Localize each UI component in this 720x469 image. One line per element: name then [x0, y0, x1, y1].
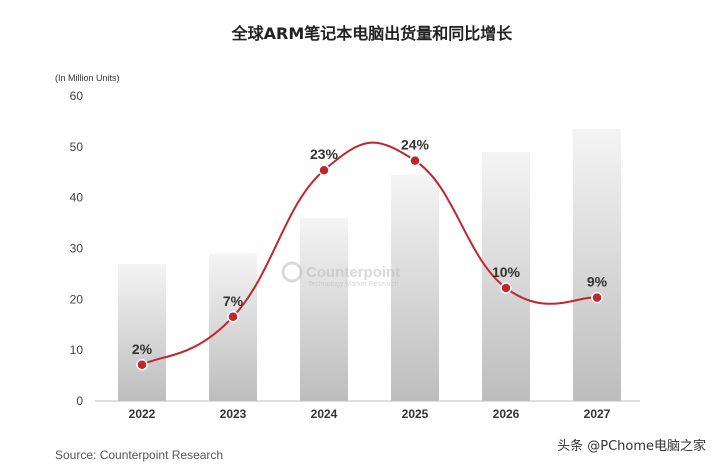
bar-2026: [482, 151, 530, 401]
y-tick-label: 0: [76, 394, 83, 408]
x-tick-label: 2026: [493, 407, 520, 421]
y-tick-label: 40: [70, 191, 84, 205]
x-tick-label: 2023: [220, 407, 247, 421]
growth-point: [227, 311, 239, 323]
growth-point: [500, 282, 512, 294]
watermark: 头条 @PChome电脑之家: [557, 438, 706, 454]
bar-2022: [118, 263, 166, 401]
counterpoint-logo-icon: [281, 261, 303, 283]
unit-label: (In Million Units): [55, 73, 120, 83]
x-axis: 2022 2023 2024 2025 2026 2027: [129, 407, 611, 421]
source-note: Source: Counterpoint Research: [55, 448, 223, 462]
y-tick-label: 60: [70, 89, 84, 103]
counterpoint-logo: Counterpoint Technology Market Research: [281, 261, 400, 288]
y-tick-label: 30: [70, 242, 84, 256]
growth-data-label: 24%: [401, 137, 430, 153]
logo-tagline: Technology Market Research: [308, 281, 399, 288]
x-tick-label: 2027: [584, 407, 611, 421]
growth-data-label: 10%: [492, 264, 521, 280]
y-tick-label: 20: [70, 292, 84, 306]
y-tick-label: 50: [70, 140, 84, 154]
growth-data-label: 9%: [587, 274, 608, 290]
x-tick-label: 2025: [402, 407, 429, 421]
growth-point: [136, 359, 148, 371]
y-tick-label: 10: [70, 343, 84, 357]
x-tick-label: 2022: [129, 407, 156, 421]
bar-2027: [573, 129, 621, 401]
growth-data-label: 7%: [223, 293, 244, 309]
bar-2023: [209, 253, 257, 401]
growth-data-label: 2%: [132, 341, 153, 357]
chart-title: 全球ARM笔记本电脑出货量和同比增长: [231, 24, 514, 43]
growth-point: [409, 154, 421, 167]
x-tick-label: 2024: [311, 407, 338, 421]
growth-point: [591, 291, 603, 304]
growth-points: 2% 7% 23% 24% 10% 9%: [132, 137, 608, 371]
bars: [118, 129, 621, 401]
growth-data-label: 23%: [310, 146, 339, 162]
bar-2025: [391, 174, 439, 401]
y-axis: 0 10 20 30 40 50 60: [70, 89, 84, 408]
logo-name: Counterpoint: [306, 264, 400, 281]
bar-2024: [300, 218, 348, 401]
growth-point: [318, 164, 330, 176]
